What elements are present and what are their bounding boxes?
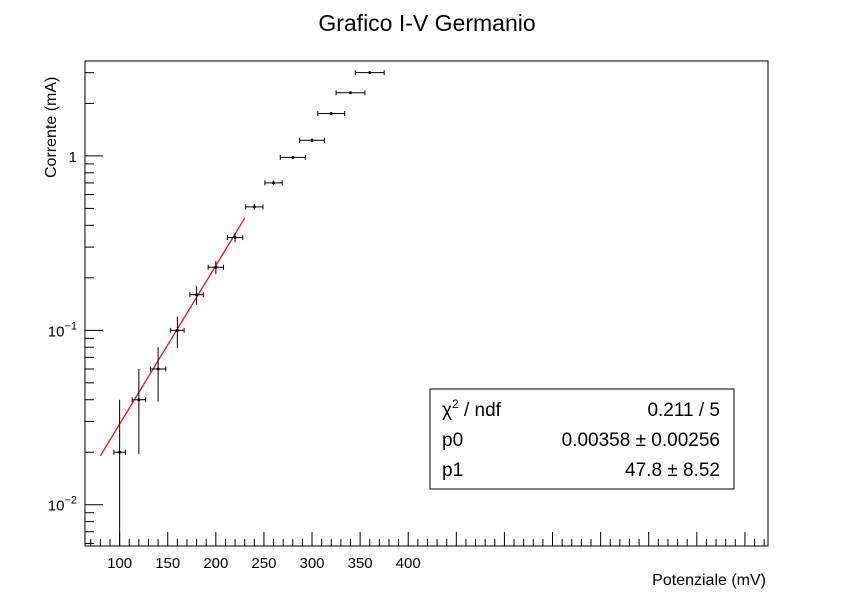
stats-label-main: χ (442, 400, 452, 421)
data-point (207, 260, 225, 275)
y-axis: 10−210−11 (48, 72, 103, 544)
plot-frame (84, 60, 769, 547)
x-axis-label: Potenziale (mV) (652, 572, 766, 589)
y-tick-label: 1 (69, 149, 77, 166)
data-point (131, 369, 147, 455)
stats-row-value: 0.211 / 5 (647, 400, 720, 421)
data-marker (175, 328, 179, 332)
data-point (113, 399, 126, 546)
chart-title: Grafico I-V Germanio (318, 10, 535, 36)
stats-label-rest: / ndf (459, 400, 502, 421)
data-marker (118, 450, 122, 454)
data-marker (329, 112, 333, 116)
y-tick-label: 10−2 (48, 495, 77, 515)
data-point (226, 233, 244, 243)
y-tick-label-base: 10 (48, 498, 65, 515)
y-axis-label: Corrente (mA) (43, 77, 60, 178)
stats-label-main: p1 (442, 460, 463, 481)
x-tick-label: 100 (107, 555, 132, 572)
data-marker (368, 71, 372, 75)
data-point (299, 137, 326, 143)
data-points-layer (113, 70, 385, 546)
y-tick-label: 10−1 (48, 320, 77, 340)
data-point (170, 316, 185, 349)
x-tick-label: 400 (396, 555, 421, 572)
y-tick-label-base: 1 (69, 149, 77, 166)
data-marker (291, 155, 295, 159)
data-point (189, 285, 204, 305)
fit-curve-layer (99, 217, 246, 457)
stats-box: χ2 / ndf 0.211 / 5 p0 0.00358 ± 0.00256 p1 47… (429, 388, 735, 490)
stats-row-value: 47.8 ± 8.52 (625, 460, 720, 481)
data-point (264, 180, 283, 186)
data-marker (137, 398, 141, 402)
data-point (245, 203, 264, 210)
stats-row-label: p0 (442, 430, 463, 451)
data-marker (349, 91, 353, 95)
x-tick-label: 250 (251, 555, 276, 572)
fit-curve (99, 217, 246, 457)
data-point (149, 347, 167, 402)
x-tick-label: 200 (203, 555, 228, 572)
x-tick-label: 350 (348, 555, 373, 572)
stats-label-superscript: 2 (452, 397, 459, 411)
stats-box-frame (429, 388, 735, 490)
data-point (279, 154, 306, 160)
data-marker (252, 205, 256, 209)
x-tick-label: 300 (300, 555, 325, 572)
data-point (335, 90, 366, 96)
stats-label-main: p0 (442, 430, 463, 451)
y-tick-label-exponent: −2 (64, 495, 77, 507)
x-axis: 100 150 200 250 300 350 400 (90, 532, 765, 572)
y-tick-label-base: 10 (48, 323, 65, 340)
stats-row-label: χ2 / ndf (442, 397, 502, 421)
stats-row-value: 0.00358 ± 0.00256 (562, 430, 720, 451)
data-marker (233, 236, 237, 240)
data-point (354, 70, 385, 76)
data-marker (195, 293, 199, 297)
data-marker (214, 265, 218, 269)
y-tick-label-exponent: −1 (64, 320, 77, 332)
data-marker (272, 181, 276, 185)
data-marker (310, 138, 314, 142)
data-point (317, 111, 346, 117)
data-marker (156, 367, 160, 371)
x-tick-label: 150 (155, 555, 180, 572)
stats-row-label: p1 (442, 460, 463, 481)
